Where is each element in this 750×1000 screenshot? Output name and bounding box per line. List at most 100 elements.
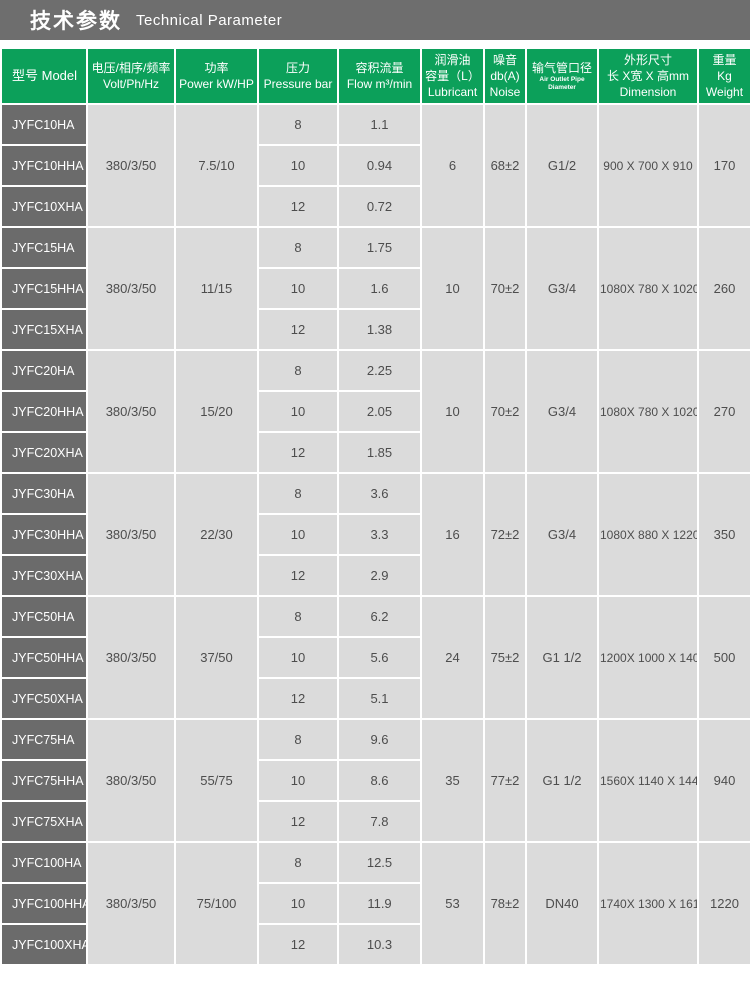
lubricant-cell: 10: [420, 349, 485, 474]
power-cell: 55/75: [174, 718, 259, 843]
weight-cell: 1220: [697, 841, 750, 966]
weight-cell: 500: [697, 595, 750, 720]
table-row: JYFC15HHA 10 1.6: [0, 267, 750, 310]
flow-cell: 9.6: [337, 718, 422, 761]
flow-cell: 3.6: [337, 472, 422, 515]
technical-parameter-table: 型号 Model 电压/相序/频率 Volt/Ph/Hz 功率 Power kW…: [0, 47, 750, 966]
table-row: JYFC20HHA 10 2.05: [0, 390, 750, 433]
dimension-cell: 1560X 1140 X 1440: [597, 718, 699, 843]
pipe-cell: G1 1/2: [525, 718, 599, 843]
pipe-cell: G3/4: [525, 349, 599, 474]
pipe-cell: G3/4: [525, 226, 599, 351]
table-row: JYFC100HHA 10 11.9: [0, 882, 750, 925]
dimension-cell: 1080X 780 X 1020: [597, 226, 699, 351]
table-row: JYFC30HA 380/3/50 22/30 8 3.6 16 72±2 G3…: [0, 472, 750, 597]
flow-cell: 1.1: [337, 103, 422, 146]
pressure-cell: 12: [257, 800, 339, 843]
lubricant-cell: 53: [420, 841, 485, 966]
model-cell: JYFC10HA: [0, 103, 88, 146]
flow-cell: 12.5: [337, 841, 422, 884]
lubricant-cell: 35: [420, 718, 485, 843]
volt-cell: 380/3/50: [86, 472, 176, 597]
flow-cell: 1.75: [337, 226, 422, 269]
pressure-cell: 12: [257, 923, 339, 966]
pressure-cell: 12: [257, 677, 339, 720]
weight-cell: 940: [697, 718, 750, 843]
volt-cell: 380/3/50: [86, 718, 176, 843]
weight-cell: 270: [697, 349, 750, 474]
dimension-cell: 1200X 1000 X 1400: [597, 595, 699, 720]
table-row: JYFC20HA 380/3/50 15/20 8 2.25 10 70±2 G…: [0, 349, 750, 474]
col-header-power: 功率 Power kW/HP: [174, 47, 259, 105]
page-title-zh: 技术参数: [30, 10, 122, 33]
pressure-cell: 10: [257, 144, 339, 187]
power-cell: 7.5/10: [174, 103, 259, 228]
volt-cell: 380/3/50: [86, 349, 176, 474]
model-cell: JYFC100HA: [0, 841, 88, 884]
model-cell: JYFC75HA: [0, 718, 88, 761]
model-cell: JYFC30HA: [0, 472, 88, 515]
model-cell: JYFC15HHA: [0, 267, 88, 310]
header-row: 型号 Model 电压/相序/频率 Volt/Ph/Hz 功率 Power kW…: [0, 47, 750, 105]
model-cell: JYFC15HA: [0, 226, 88, 269]
power-cell: 75/100: [174, 841, 259, 966]
volt-cell: 380/3/50: [86, 595, 176, 720]
pressure-cell: 12: [257, 308, 339, 351]
pressure-cell: 8: [257, 472, 339, 515]
flow-cell: 0.72: [337, 185, 422, 228]
dimension-cell: 900 X 700 X 910: [597, 103, 699, 228]
table-row: JYFC15HA 380/3/50 11/15 8 1.75 10 70±2 G…: [0, 226, 750, 351]
model-cell: JYFC15XHA: [0, 308, 88, 351]
flow-cell: 6.2: [337, 595, 422, 638]
pressure-cell: 12: [257, 185, 339, 228]
flow-cell: 5.1: [337, 677, 422, 720]
model-cell: JYFC50HA: [0, 595, 88, 638]
flow-cell: 1.38: [337, 308, 422, 351]
flow-cell: 1.6: [337, 267, 422, 310]
col-header-noise: 噪音 db(A) Noise: [483, 47, 527, 105]
noise-cell: 77±2: [483, 718, 527, 843]
noise-cell: 75±2: [483, 595, 527, 720]
col-header-volt: 电压/相序/频率 Volt/Ph/Hz: [86, 47, 176, 105]
model-cell: JYFC75HHA: [0, 759, 88, 802]
col-header-flow: 容积流量 Flow m³/min: [337, 47, 422, 105]
pipe-cell: G1/2: [525, 103, 599, 228]
table-row: JYFC15XHA 12 1.38: [0, 308, 750, 351]
col-header-lubricant: 润滑油 容量（L） Lubricant: [420, 47, 485, 105]
flow-cell: 7.8: [337, 800, 422, 843]
flow-cell: 8.6: [337, 759, 422, 802]
lubricant-cell: 16: [420, 472, 485, 597]
table-row: JYFC30HHA 10 3.3: [0, 513, 750, 556]
page-title-en: Technical Parameter: [136, 11, 283, 29]
model-cell: JYFC20HHA: [0, 390, 88, 433]
flow-cell: 0.94: [337, 144, 422, 187]
pressure-cell: 10: [257, 390, 339, 433]
weight-cell: 170: [697, 103, 750, 228]
pressure-cell: 8: [257, 841, 339, 884]
table-row: JYFC100HA 380/3/50 75/100 8 12.5 53 78±2…: [0, 841, 750, 966]
table-row: JYFC10XHA 12 0.72: [0, 185, 750, 228]
noise-cell: 78±2: [483, 841, 527, 966]
pressure-cell: 12: [257, 554, 339, 597]
table-row: JYFC10HA 380/3/50 7.5/10 8 1.1 6 68±2 G1…: [0, 103, 750, 228]
flow-cell: 2.05: [337, 390, 422, 433]
table-row: JYFC75HHA 10 8.6: [0, 759, 750, 802]
pressure-cell: 10: [257, 882, 339, 925]
table-row: JYFC100XHA 12 10.3: [0, 923, 750, 966]
page-title-bar: 技术参数 Technical Parameter: [0, 0, 750, 40]
table-row: JYFC50HA 380/3/50 37/50 8 6.2 24 75±2 G1…: [0, 595, 750, 720]
volt-cell: 380/3/50: [86, 226, 176, 351]
pressure-cell: 10: [257, 636, 339, 679]
table-row: JYFC20XHA 12 1.85: [0, 431, 750, 474]
pressure-cell: 8: [257, 103, 339, 146]
power-cell: 15/20: [174, 349, 259, 474]
pressure-cell: 8: [257, 595, 339, 638]
table-row: JYFC30XHA 12 2.9: [0, 554, 750, 597]
flow-cell: 3.3: [337, 513, 422, 556]
flow-cell: 11.9: [337, 882, 422, 925]
pressure-cell: 8: [257, 226, 339, 269]
col-header-weight: 重量 Kg Weight: [697, 47, 750, 105]
pressure-cell: 10: [257, 759, 339, 802]
table-row: JYFC10HHA 10 0.94: [0, 144, 750, 187]
volt-cell: 380/3/50: [86, 103, 176, 228]
